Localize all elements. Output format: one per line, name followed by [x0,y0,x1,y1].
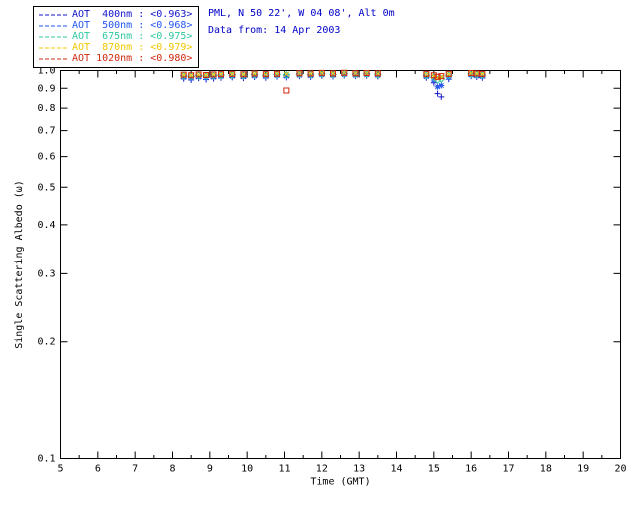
data-point [274,70,281,77]
data-point [240,71,247,78]
x-tick-label: 8 [169,464,175,475]
y-tick-label: 0.2 [37,337,55,348]
axis-labels: 5 6 7 8 9 10 11 12 13 14 15 16 17 18 19 20 0.1 0.2 0.3 0.4 0… [14,66,627,488]
data-point [445,70,452,77]
data-point [341,71,348,78]
data-point [180,71,187,78]
y-tick-label: 0.1 [37,454,55,465]
x-axis-title: Time (GMT) [310,477,370,488]
header: PML, N 50 22', W 04 08', Alt 0m Data fro… [208,8,395,42]
y-tick-label: 0.7 [37,126,55,137]
data-point [262,71,269,78]
data-point [363,71,370,78]
legend-dash-swatch [39,58,67,59]
legend-label: AOT 675nm : <0.975> [72,31,193,42]
legend-entry: AOT 675nm : <0.975> [38,31,192,42]
x-tick-label: 12 [316,464,328,475]
x-tick-label: 9 [207,464,213,475]
data-date: Data from: 14 Apr 2003 [208,25,341,36]
data-point [283,73,290,80]
x-tick-label: 17 [502,464,514,475]
data-point [318,69,325,76]
data-point [438,73,445,80]
data-point [468,70,475,77]
legend-entry: AOT 870nm : <0.979> [38,42,192,53]
x-tick-label: 14 [390,464,402,475]
data-point [479,70,486,77]
legend-dash-swatch [39,25,67,26]
x-tick-label: 5 [57,464,63,475]
data-point [445,74,452,81]
data-point [218,71,225,78]
data-point [229,70,236,77]
y-tick-label: 0.6 [37,152,55,163]
plot-frame [60,70,621,459]
legend-label: AOT 870nm : <0.979> [72,42,193,53]
y-tick-label: 1.0 [37,66,55,77]
x-tick-label: 7 [132,464,138,475]
x-tick-label: 10 [241,464,253,475]
legend-entry: AOT 500nm : <0.968> [38,20,192,31]
y-tick-label: 0.5 [37,182,55,193]
x-tick-label: 19 [577,464,589,475]
legend-label: AOT 400nm : <0.963> [72,9,193,20]
data-point [282,71,291,79]
x-tick-label: 13 [353,464,365,475]
x-tick-label: 20 [614,464,626,475]
site-info: PML, N 50 22', W 04 08', Alt 0m [208,8,395,19]
data-point [274,70,280,77]
legend-entry: AOT 1020nm : <0.980> [38,53,192,64]
data-point [423,70,430,77]
data-point [195,71,202,78]
legend-label: AOT 1020nm : <0.980> [72,53,193,64]
data-point [438,93,445,100]
data-point [296,70,303,77]
data-point [434,83,441,90]
legend-dash-swatch [39,36,67,37]
x-tick-label: 6 [95,464,101,475]
data-point [341,69,348,76]
data-point [374,70,381,77]
data-point [251,70,258,77]
data-point [307,70,314,77]
x-tick-label: 16 [465,464,477,475]
data-point [473,70,480,77]
x-tick-label: 18 [540,464,552,475]
x-tick-label: 11 [278,464,290,475]
series-aot-1020nm [180,69,486,94]
legend-label: AOT 500nm : <0.968> [72,20,193,31]
x-tick-label: 15 [428,464,440,475]
data-point [438,82,445,89]
axis-ticks [60,70,621,459]
data-point [274,72,281,79]
y-tick-label: 0.9 [37,83,55,94]
data-point [434,90,441,97]
legend-dash-swatch [39,47,67,48]
data-point [283,87,290,94]
data-point [203,71,210,78]
legend-dash-swatch [39,14,67,15]
data-point [210,71,217,78]
y-tick-label: 0.3 [37,268,55,279]
data-point [330,70,337,77]
y-axis-title: Single Scattering Albedo (ω) [14,180,25,349]
data-point [430,72,437,79]
data-point [352,70,359,77]
data-point [188,72,195,79]
y-tick-label: 0.8 [37,103,55,114]
legend: AOT 400nm : <0.963> AOT 500nm : <0.968> AO… [33,6,200,68]
data-point [283,71,290,77]
legend-entry: AOT 400nm : <0.963> [38,9,192,20]
data-point [363,70,370,77]
y-tick-label: 0.4 [37,220,55,231]
